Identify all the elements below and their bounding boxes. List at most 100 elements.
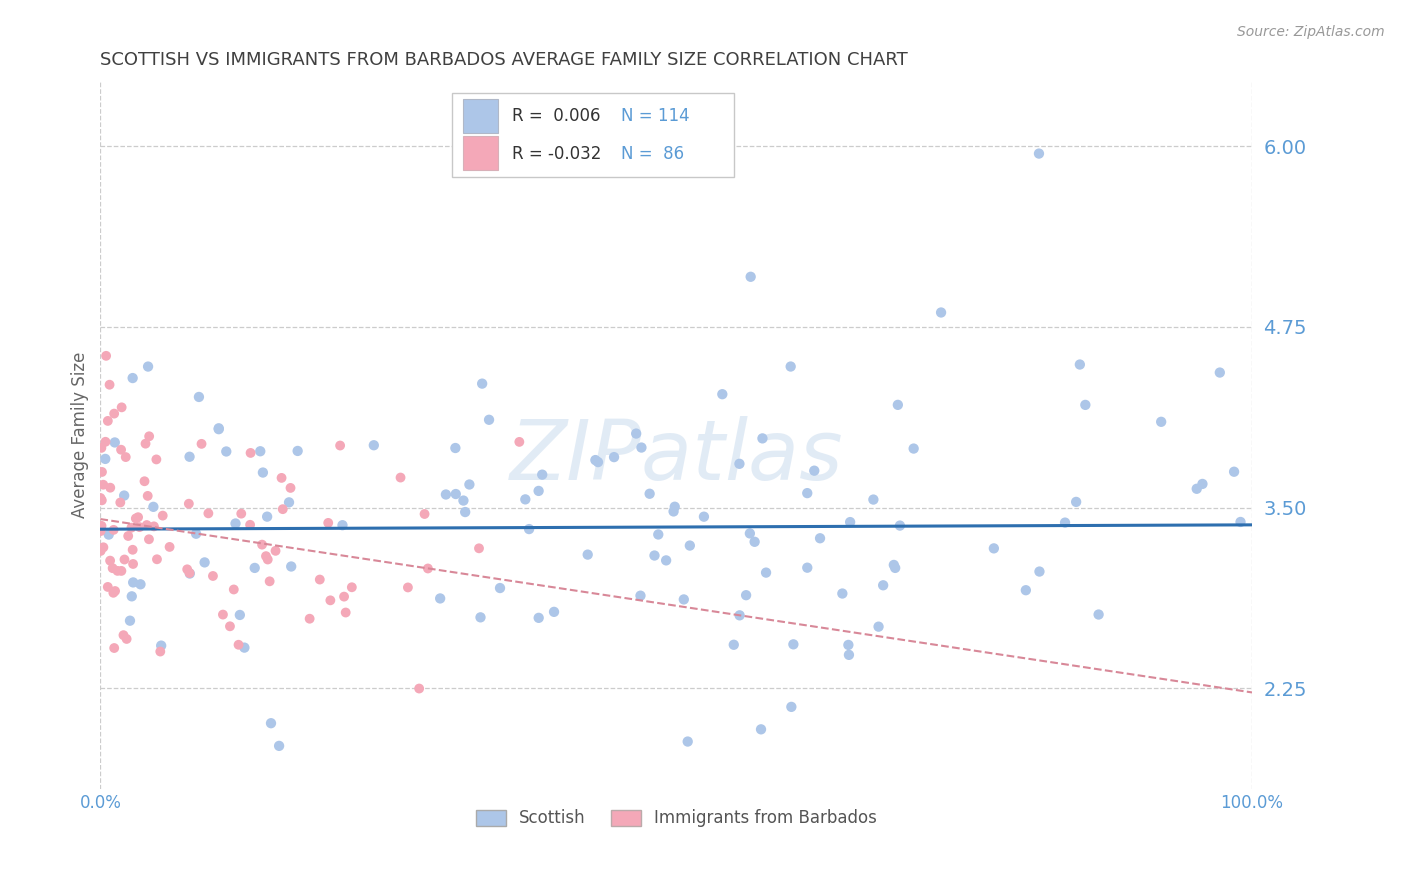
Point (243, 561, 266, 575)
Point (889, 518, 911, 533)
Point (515, 492, 537, 507)
Point (121, 590, 143, 604)
Point (136, 489, 159, 503)
Point (728, 608, 751, 623)
FancyBboxPatch shape (463, 99, 498, 133)
Point (458, 477, 481, 491)
Point (489, 581, 512, 595)
Point (862, 492, 884, 507)
Point (839, 515, 862, 529)
Point (179, 566, 201, 580)
Point (1191, 477, 1213, 491)
Point (142, 500, 165, 514)
Point (138, 429, 160, 443)
Point (122, 557, 145, 571)
Point (103, 407, 125, 421)
Point (638, 487, 661, 501)
Point (135, 436, 157, 450)
Point (103, 640, 125, 655)
Point (872, 578, 894, 592)
Point (118, 614, 141, 628)
Point (738, 526, 761, 541)
Point (453, 493, 475, 508)
Point (129, 577, 152, 591)
Point (190, 437, 212, 451)
Point (796, 486, 818, 500)
Point (543, 605, 565, 619)
Point (239, 446, 262, 460)
Point (1087, 607, 1109, 622)
Point (329, 438, 352, 452)
Point (444, 487, 467, 501)
Point (808, 531, 831, 545)
Point (208, 421, 231, 435)
Point (110, 564, 132, 578)
Point (101, 561, 124, 575)
Point (332, 518, 354, 533)
Point (586, 455, 609, 469)
Point (755, 566, 778, 580)
Point (693, 509, 716, 524)
Point (603, 450, 626, 464)
Point (887, 398, 910, 412)
Point (1064, 495, 1087, 509)
Text: N = 114: N = 114 (621, 107, 689, 125)
Point (929, 305, 952, 319)
Point (470, 610, 492, 624)
Point (110, 495, 132, 509)
Point (121, 371, 143, 385)
Point (177, 497, 200, 511)
Point (838, 648, 860, 662)
Legend: Scottish, Immigrants from Barbados: Scottish, Immigrants from Barbados (470, 803, 883, 834)
Point (252, 466, 274, 480)
Point (1015, 583, 1038, 598)
Point (630, 589, 652, 603)
Point (212, 607, 235, 622)
Point (93, 541, 115, 555)
Point (711, 387, 734, 401)
Point (94, 349, 117, 363)
Point (416, 561, 439, 575)
Point (228, 638, 250, 652)
Point (127, 510, 149, 524)
Point (454, 505, 477, 519)
Text: R =  0.006: R = 0.006 (512, 107, 600, 125)
Point (647, 527, 669, 541)
Point (187, 390, 209, 404)
Y-axis label: Average Family Size: Average Family Size (72, 352, 89, 518)
Point (128, 520, 150, 534)
Point (115, 632, 138, 646)
Point (780, 699, 803, 714)
Point (782, 637, 804, 651)
Point (97, 580, 120, 594)
Point (260, 716, 283, 731)
Point (280, 481, 302, 495)
Point (184, 526, 207, 541)
Point (112, 628, 135, 642)
Point (1069, 358, 1091, 372)
Point (287, 444, 309, 458)
Point (903, 442, 925, 456)
Point (527, 483, 550, 498)
Text: R = -0.032: R = -0.032 (512, 145, 600, 163)
Point (363, 438, 385, 452)
Point (264, 544, 287, 558)
Point (98, 481, 121, 495)
Point (340, 580, 363, 594)
Point (527, 611, 550, 625)
Point (679, 539, 702, 553)
Point (229, 607, 252, 622)
Point (531, 467, 554, 482)
Point (740, 269, 762, 284)
Point (179, 450, 201, 464)
Point (125, 511, 148, 525)
Point (152, 508, 174, 523)
Point (319, 593, 342, 607)
Point (868, 620, 890, 634)
Point (208, 422, 231, 436)
Point (122, 575, 145, 590)
Point (146, 552, 169, 566)
Point (94, 451, 117, 466)
Point (97, 414, 120, 428)
Point (138, 533, 160, 547)
